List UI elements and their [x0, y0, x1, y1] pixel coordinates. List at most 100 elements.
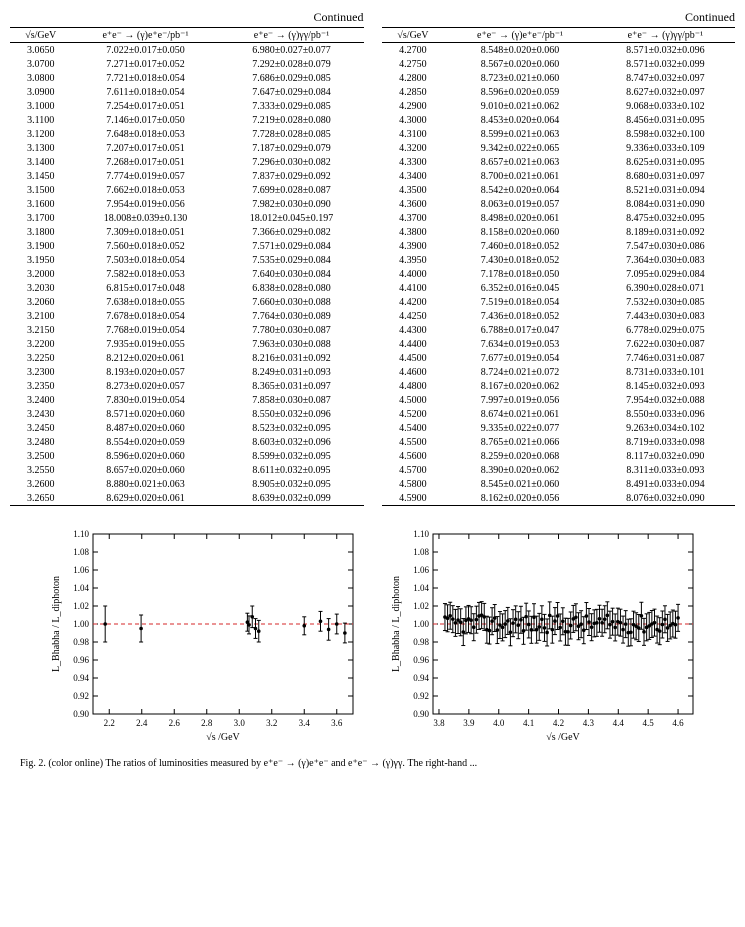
table-cell: 8.599±0.021±0.063	[444, 127, 595, 141]
table-row: 4.34008.700±0.021±0.0618.680±0.031±0.097	[382, 169, 736, 183]
table-row: 3.08007.721±0.018±0.0547.686±0.029±0.085	[10, 71, 364, 85]
table-cell: 7.095±0.029±0.084	[596, 267, 735, 281]
table-cell: 8.723±0.021±0.060	[444, 71, 595, 85]
svg-text:4.0: 4.0	[493, 718, 505, 728]
table-row: 3.24007.830±0.019±0.0547.858±0.030±0.087	[10, 393, 364, 407]
left-table-col: Continued √s/GeV e⁺e⁻ → (γ)e⁺e⁻/pb⁻¹ e⁺e…	[10, 10, 364, 506]
table-cell: 4.2750	[382, 57, 445, 71]
table-row: 4.30008.453±0.020±0.0648.456±0.031±0.095	[382, 113, 736, 127]
table-cell: 4.4800	[382, 379, 445, 393]
table-cell: 3.2600	[10, 477, 71, 491]
table-row: 3.24808.554±0.020±0.0598.603±0.032±0.096	[10, 435, 364, 449]
table-row: 3.170018.008±0.039±0.13018.012±0.045±0.1…	[10, 211, 364, 225]
table-cell: 3.2350	[10, 379, 71, 393]
table-row: 4.54009.335±0.022±0.0779.263±0.034±0.102	[382, 421, 736, 435]
table-cell: 8.475±0.032±0.095	[596, 211, 735, 225]
table-cell: 3.2400	[10, 393, 71, 407]
table-row: 4.39507.430±0.018±0.0527.364±0.030±0.083	[382, 253, 736, 267]
table-cell: 8.523±0.032±0.095	[219, 421, 363, 435]
table-cell: 8.162±0.020±0.056	[444, 491, 595, 506]
table-cell: 7.547±0.030±0.086	[596, 239, 735, 253]
table-cell: 8.571±0.032±0.099	[596, 57, 735, 71]
svg-text:1.02: 1.02	[413, 601, 429, 611]
table-cell: 4.3000	[382, 113, 445, 127]
table-cell: 8.145±0.032±0.093	[596, 379, 735, 393]
table-row: 4.31008.599±0.021±0.0638.598±0.032±0.100	[382, 127, 736, 141]
table-cell: 7.271±0.017±0.052	[71, 57, 219, 71]
continued-label-left: Continued	[10, 10, 364, 25]
svg-text:√s /GeV: √s /GeV	[546, 732, 580, 743]
table-row: 4.59008.162±0.020±0.0568.076±0.032±0.090	[382, 491, 736, 506]
table-cell: 9.010±0.021±0.062	[444, 99, 595, 113]
table-row: 3.25008.596±0.020±0.0608.599±0.032±0.095	[10, 449, 364, 463]
table-cell: 4.5900	[382, 491, 445, 506]
table-cell: 7.430±0.018±0.052	[444, 253, 595, 267]
table-row: 4.27508.567±0.020±0.0608.571±0.032±0.099	[382, 57, 736, 71]
table-row: 4.36008.063±0.019±0.0578.084±0.031±0.090	[382, 197, 736, 211]
table-cell: 7.768±0.019±0.054	[71, 323, 219, 337]
table-cell: 8.639±0.032±0.099	[219, 491, 363, 506]
table-cell: 7.634±0.019±0.053	[444, 337, 595, 351]
table-row: 4.33008.657±0.021±0.0638.625±0.031±0.095	[382, 155, 736, 169]
table-cell: 8.599±0.032±0.095	[219, 449, 363, 463]
table-cell: 18.008±0.039±0.130	[71, 211, 219, 225]
table-cell: 8.550±0.033±0.096	[596, 407, 735, 421]
table-cell: 8.719±0.033±0.098	[596, 435, 735, 449]
table-cell: 3.1700	[10, 211, 71, 225]
table-row: 3.14007.268±0.017±0.0517.296±0.030±0.082	[10, 155, 364, 169]
table-cell: 7.219±0.028±0.080	[219, 113, 363, 127]
svg-text:0.90: 0.90	[413, 709, 429, 719]
svg-text:1.00: 1.00	[73, 619, 89, 629]
svg-text:0.90: 0.90	[73, 709, 89, 719]
table-cell: 7.296±0.030±0.082	[219, 155, 363, 169]
table-cell: 7.648±0.018±0.053	[71, 127, 219, 141]
table-cell: 7.022±0.017±0.050	[71, 43, 219, 58]
table-cell: 3.2030	[10, 281, 71, 295]
table-cell: 4.3500	[382, 183, 445, 197]
table-row: 4.40007.178±0.018±0.0507.095±0.029±0.084	[382, 267, 736, 281]
svg-text:3.0: 3.0	[233, 718, 245, 728]
table-row: 4.38008.158±0.020±0.0608.189±0.031±0.092	[382, 225, 736, 239]
svg-text:2.4: 2.4	[136, 718, 148, 728]
table-cell: 3.0700	[10, 57, 71, 71]
table-cell: 4.3100	[382, 127, 445, 141]
table-cell: 8.311±0.033±0.093	[596, 463, 735, 477]
table-cell: 3.1450	[10, 169, 71, 183]
table-cell: 8.365±0.031±0.097	[219, 379, 363, 393]
table-row: 3.11007.146±0.017±0.0507.219±0.028±0.080	[10, 113, 364, 127]
table-cell: 8.189±0.031±0.092	[596, 225, 735, 239]
svg-text:2.8: 2.8	[201, 718, 213, 728]
svg-text:1.10: 1.10	[73, 529, 89, 539]
table-cell: 3.1400	[10, 155, 71, 169]
svg-text:0.96: 0.96	[413, 655, 429, 665]
table-cell: 8.453±0.020±0.064	[444, 113, 595, 127]
table-cell: 7.622±0.030±0.087	[596, 337, 735, 351]
table-cell: 9.068±0.033±0.102	[596, 99, 735, 113]
table-cell: 8.550±0.032±0.096	[219, 407, 363, 421]
table-row: 3.07007.271±0.017±0.0527.292±0.028±0.079	[10, 57, 364, 71]
svg-text:√s /GeV: √s /GeV	[206, 732, 240, 743]
table-cell: 7.268±0.017±0.051	[71, 155, 219, 169]
table-cell: 7.503±0.018±0.054	[71, 253, 219, 267]
table-row: 3.25508.657±0.020±0.0608.611±0.032±0.095	[10, 463, 364, 477]
table-cell: 4.5400	[382, 421, 445, 435]
table-cell: 7.436±0.018±0.052	[444, 309, 595, 323]
table-cell: 8.158±0.020±0.060	[444, 225, 595, 239]
table-cell: 7.647±0.029±0.084	[219, 85, 363, 99]
table-row: 4.55008.765±0.021±0.0668.719±0.033±0.098	[382, 435, 736, 449]
table-cell: 4.2900	[382, 99, 445, 113]
table-cell: 6.980±0.027±0.077	[219, 43, 363, 58]
table-cell: 8.657±0.020±0.060	[71, 463, 219, 477]
table-cell: 4.5800	[382, 477, 445, 491]
table-cell: 7.780±0.030±0.087	[219, 323, 363, 337]
table-cell: 3.1950	[10, 253, 71, 267]
right-table: √s/GeV e⁺e⁻ → (γ)e⁺e⁻/pb⁻¹ e⁺e⁻ → (γ)γγ/…	[382, 27, 736, 506]
continued-label-right: Continued	[382, 10, 736, 25]
table-row: 4.39007.460±0.018±0.0527.547±0.030±0.086	[382, 239, 736, 253]
table-cell: 7.146±0.017±0.050	[71, 113, 219, 127]
svg-text:2.6: 2.6	[168, 718, 180, 728]
table-row: 3.13007.207±0.017±0.0517.187±0.029±0.079	[10, 141, 364, 155]
table-row: 3.14507.774±0.019±0.0577.837±0.029±0.092	[10, 169, 364, 183]
svg-text:3.2: 3.2	[266, 718, 277, 728]
table-cell: 7.935±0.019±0.055	[71, 337, 219, 351]
